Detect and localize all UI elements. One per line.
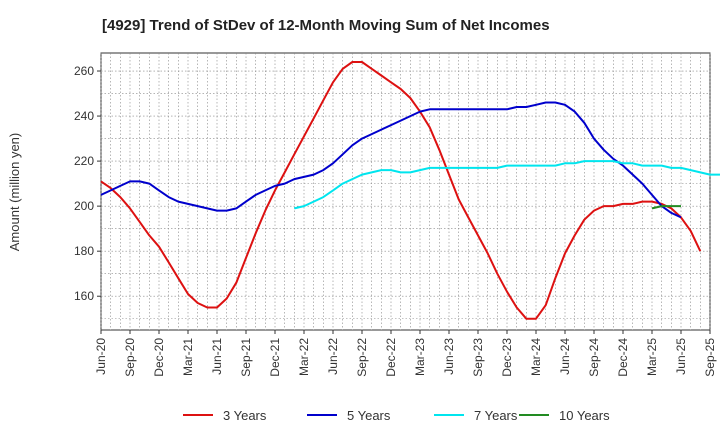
y-tick-label: 240 — [74, 109, 94, 123]
x-tick-label: Sep-25 — [703, 338, 717, 377]
x-tick-label: Dec-21 — [268, 338, 282, 377]
x-axis-ticks: Jun-20 Sep-20 Dec-20 Mar-21 Jun-21 Sep-21 Dec-… — [94, 330, 717, 377]
x-tick-label: Sep-23 — [471, 338, 485, 377]
x-tick-label: Dec-22 — [384, 338, 398, 377]
x-tick-label: Dec-24 — [616, 338, 630, 377]
y-tick-label: 260 — [74, 64, 94, 78]
x-tick-label: Mar-24 — [529, 338, 543, 376]
x-tick-label: Jun-25 — [674, 338, 688, 375]
x-tick-label: Sep-24 — [587, 338, 601, 377]
x-tick-label: Jun-22 — [326, 338, 340, 375]
legend-label: 10 Years — [559, 408, 610, 423]
legend-label: 7 Years — [474, 408, 518, 423]
series-line-7-years — [294, 160, 720, 210]
y-axis-label: Amount (million yen) — [7, 133, 22, 252]
legend: 3 Years 5 Years 7 Years 10 Years — [183, 408, 610, 423]
y-axis-ticks: 160 180 200 220 240 260 — [74, 64, 101, 303]
x-tick-label: Dec-20 — [152, 338, 166, 377]
x-tick-label: Sep-22 — [355, 338, 369, 377]
series-line-3-years — [100, 61, 702, 320]
x-tick-label: Sep-20 — [123, 338, 137, 377]
x-tick-label: Mar-21 — [181, 338, 195, 376]
x-tick-label: Jun-23 — [442, 338, 456, 375]
x-tick-label: Mar-25 — [645, 338, 659, 376]
series-line-10-years — [651, 205, 681, 210]
x-tick-label: Jun-20 — [94, 338, 108, 375]
series-line-5-years — [100, 101, 682, 219]
y-tick-label: 180 — [74, 244, 94, 258]
y-tick-label: 160 — [74, 289, 94, 303]
x-tick-label: Mar-22 — [297, 338, 311, 376]
x-tick-label: Sep-21 — [239, 338, 253, 377]
x-tick-label: Jun-21 — [210, 338, 224, 375]
y-tick-label: 220 — [74, 154, 94, 168]
legend-label: 5 Years — [347, 408, 391, 423]
x-tick-label: Mar-23 — [413, 338, 427, 376]
chart-title: [4929] Trend of StDev of 12-Month Moving… — [102, 17, 550, 34]
plot-area — [100, 52, 711, 331]
x-tick-label: Dec-23 — [500, 338, 514, 377]
gridlines — [100, 53, 711, 330]
y-tick-label: 200 — [74, 199, 94, 213]
series-lines — [100, 61, 720, 320]
x-tick-label: Jun-24 — [558, 338, 572, 375]
legend-label: 3 Years — [223, 408, 267, 423]
